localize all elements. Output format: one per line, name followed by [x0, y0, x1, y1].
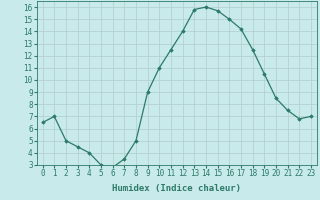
X-axis label: Humidex (Indice chaleur): Humidex (Indice chaleur) — [112, 184, 241, 193]
